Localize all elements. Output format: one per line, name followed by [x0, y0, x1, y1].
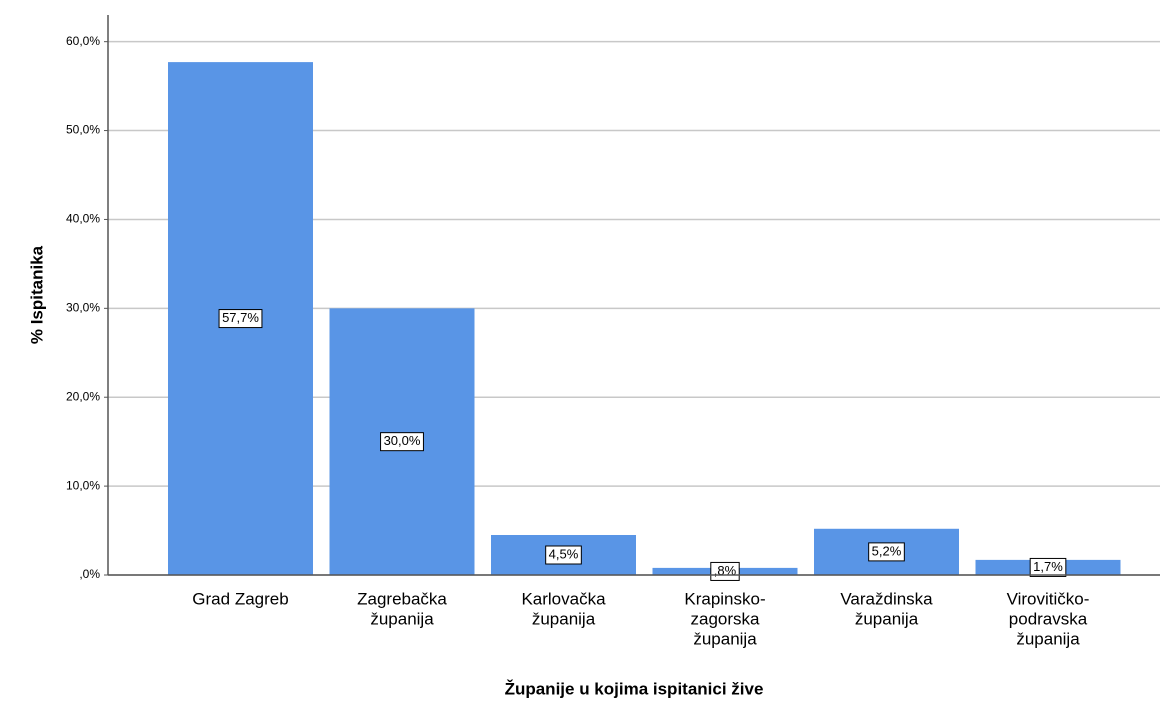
x-tick-label: Krapinsko- — [684, 589, 765, 608]
x-tick-label: županija — [370, 609, 434, 628]
x-tick-label: županija — [1016, 629, 1080, 648]
x-tick-label: zagorska — [691, 609, 761, 628]
value-label-box — [545, 545, 582, 565]
x-tick-label: Karlovačka — [521, 589, 606, 608]
value-label: 4,5% — [549, 546, 579, 561]
value-label-box — [218, 309, 263, 329]
y-tick-label: 50,0% — [66, 123, 100, 137]
x-tick-label: Zagrebačka — [357, 589, 447, 608]
x-tick-label: podravska — [1009, 609, 1088, 628]
y-tick-label: 10,0% — [66, 478, 100, 492]
y-tick-label: ,0% — [79, 567, 100, 581]
x-tick-label: Grad Zagreb — [192, 589, 288, 608]
x-tick-label: županija — [855, 609, 919, 628]
x-axis-title: Županije u kojima ispitanici žive — [505, 679, 764, 698]
y-tick-label: 30,0% — [66, 301, 100, 315]
value-label: 57,7% — [222, 310, 259, 325]
x-tick-label: županija — [532, 609, 596, 628]
x-tick-label: Varaždinska — [840, 589, 933, 608]
y-tick-label: 60,0% — [66, 34, 100, 48]
y-axis-title: % Ispitanika — [27, 245, 46, 344]
x-tick-label: Virovitičko- — [1007, 589, 1090, 608]
value-label: ,8% — [714, 563, 737, 578]
value-label-box — [1029, 557, 1067, 577]
value-label-box — [710, 561, 740, 581]
value-label-box — [868, 542, 905, 562]
x-tick-label: županija — [693, 629, 757, 648]
y-tick-label: 40,0% — [66, 212, 100, 226]
y-tick-label: 20,0% — [66, 389, 100, 403]
value-label: 1,7% — [1033, 559, 1063, 574]
value-label: 5,2% — [872, 543, 902, 558]
value-label-box — [380, 432, 424, 452]
value-label: 30,0% — [384, 433, 421, 448]
